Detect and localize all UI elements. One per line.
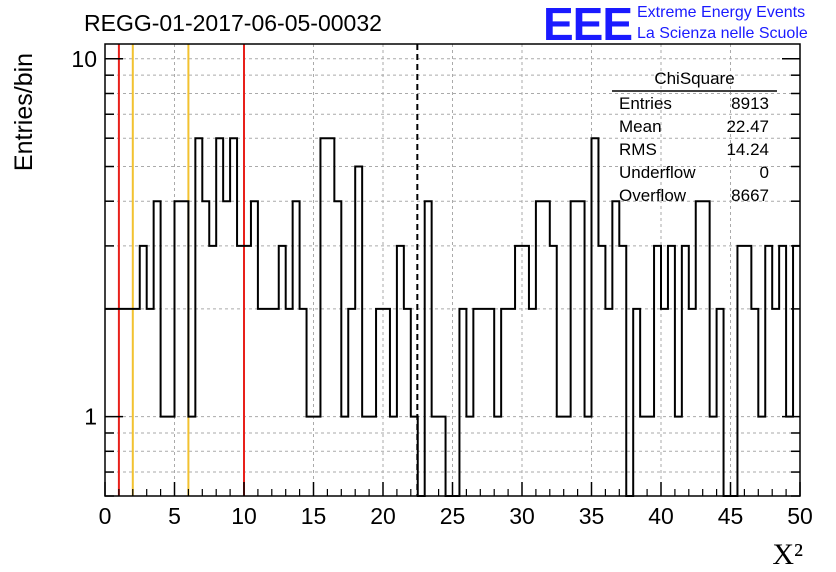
stats-value: 14.24 (726, 140, 769, 159)
stats-label: Entries (619, 94, 672, 113)
x-tick-label: 15 (301, 503, 327, 529)
stats-row-rms: RMS 14.24 (619, 140, 769, 160)
eee-logo: EEE (543, 0, 633, 50)
stats-value: 8913 (731, 94, 769, 113)
stats-label: Mean (619, 117, 662, 136)
run-title: REGG-01-2017-06-05-00032 (84, 10, 382, 36)
stats-row-overflow: Overflow 8667 (619, 186, 769, 206)
stats-value: 8667 (731, 186, 769, 205)
x-tick-label: 30 (509, 503, 535, 529)
stats-label: Overflow (619, 186, 687, 205)
y-tick-label: 10 (71, 46, 97, 72)
x-tick-label: 0 (99, 503, 112, 529)
stats-value: 22.47 (726, 117, 769, 136)
stats-row-underflow: Underflow 0 (619, 163, 769, 183)
x-tick-labels: 0 5 10 15 20 25 30 35 40 45 50 (99, 503, 813, 529)
reference-lines (117, 44, 419, 496)
stats-row-mean: Mean 22.47 (619, 117, 769, 137)
histogram-line (105, 137, 800, 497)
logo-line-1: Extreme Energy Events (637, 4, 806, 21)
stats-title: ChiSquare (654, 69, 735, 88)
x-tick-label: 45 (718, 503, 744, 529)
x-tick-label: 40 (648, 503, 674, 529)
logo-line-2: La Scienza nelle Scuole (637, 25, 808, 42)
x-tick-label: 5 (168, 503, 181, 529)
x-axis-label: X² (772, 538, 803, 571)
stats-row-entries: Entries 8913 (619, 94, 769, 114)
y-axis-label: Entries/bin (10, 53, 38, 171)
stats-label: Underflow (619, 163, 696, 182)
x-tick-label: 10 (231, 503, 257, 529)
x-tick-label: 20 (370, 503, 396, 529)
axis-ticks (104, 58, 801, 497)
y-tick-labels: 1 10 (71, 46, 97, 430)
y-tick-label: 1 (84, 404, 97, 430)
stats-value: 0 (759, 163, 769, 182)
x-tick-label: 35 (579, 503, 605, 529)
x-tick-label: 50 (787, 503, 813, 529)
stats-label: RMS (619, 140, 657, 159)
x-tick-label: 25 (440, 503, 466, 529)
